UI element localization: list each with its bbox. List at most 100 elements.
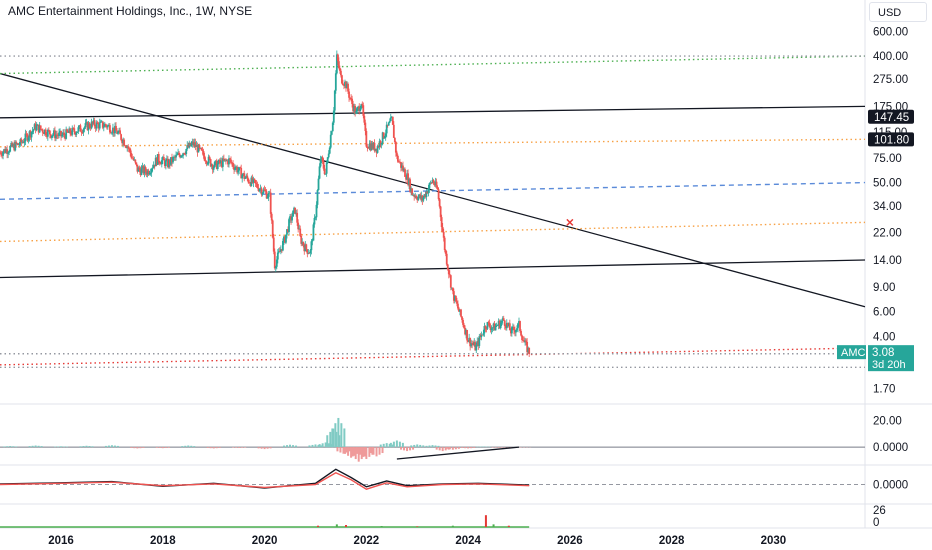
candle-body: [214, 160, 217, 162]
indicator-pane-1[interactable]: [0, 417, 865, 462]
candle-body: [171, 157, 173, 163]
candle-body: [257, 187, 260, 191]
candle-body: [303, 245, 306, 252]
histogram-bar: [395, 440, 398, 448]
candle-body: [259, 188, 262, 190]
candle-body: [478, 336, 481, 346]
candle-body: [380, 142, 383, 145]
candle-body: [65, 129, 68, 139]
candle-body: [323, 168, 326, 175]
oscillator-tick-label: 0.0000: [873, 480, 908, 492]
candle-body: [202, 151, 205, 156]
candle-body: [186, 145, 189, 150]
candle-body: [441, 227, 444, 232]
candle-body: [522, 340, 524, 341]
trend-line: [0, 221, 866, 243]
candle-body: [147, 170, 150, 175]
candle-body: [319, 159, 322, 167]
candle-body: [241, 174, 244, 179]
time-axis[interactable]: 2016 2018 2020 2022 2024 2026 2028 2030: [48, 535, 786, 547]
price-pane[interactable]: [0, 50, 866, 369]
candle-body: [232, 163, 234, 167]
histogram-bar: [295, 445, 298, 448]
candle-body: [301, 241, 304, 244]
candle-body: [437, 189, 440, 200]
histogram-bar: [104, 445, 107, 448]
candle-body: [233, 166, 235, 170]
candle-body: [492, 323, 495, 328]
price-tick-label: 75.00: [873, 153, 902, 165]
candle-body: [484, 326, 487, 329]
candle-body: [394, 141, 397, 153]
oscillator-tick-label: 20.00: [873, 416, 902, 428]
histogram-bar: [269, 447, 272, 449]
candle-body: [24, 133, 27, 142]
histogram-bar: [428, 445, 431, 448]
candle-body: [111, 132, 113, 134]
candle-body: [207, 156, 210, 164]
candle-body: [452, 291, 455, 301]
candle-body: [141, 166, 144, 169]
candle-body: [469, 337, 472, 347]
histogram-bar: [327, 443, 330, 448]
candle-body: [77, 127, 80, 132]
candle-body: [188, 142, 191, 148]
candle-body: [376, 146, 379, 153]
candle-body: [155, 157, 158, 165]
histogram-bar: [218, 447, 221, 448]
candle-body: [410, 188, 413, 192]
candle-body: [226, 160, 228, 162]
volume-pane[interactable]: [0, 515, 530, 528]
candle-body: [417, 196, 420, 201]
histogram-bar: [494, 447, 497, 448]
candle-body: [164, 160, 167, 167]
currency-selector[interactable]: USD: [869, 2, 927, 22]
histogram-bar: [473, 447, 476, 448]
candle-body: [385, 124, 388, 134]
candle-body: [218, 159, 221, 164]
candle-body: [496, 325, 499, 327]
candle-body: [101, 121, 104, 128]
candle-body: [251, 177, 254, 183]
candle-body: [0, 152, 2, 155]
histogram-bar: [337, 417, 340, 448]
candle-body: [130, 153, 133, 158]
candle-body: [208, 156, 211, 160]
candle-body: [197, 144, 200, 153]
candle-body: [439, 206, 442, 218]
candle-body: [275, 259, 278, 267]
candle-body: [161, 157, 164, 161]
candle-body: [216, 163, 219, 169]
time-tick-label: 2018: [150, 535, 176, 547]
histogram-bar: [389, 442, 392, 448]
candle-body: [315, 204, 318, 218]
candle-body: [349, 97, 351, 99]
price-axis[interactable]: 600.00400.00275.00175.00115.0075.0050.00…: [873, 26, 908, 529]
candle-body: [405, 176, 407, 180]
candle-body: [4, 149, 6, 153]
candle-body: [15, 142, 18, 145]
histogram-bar: [336, 447, 339, 452]
candle-body: [78, 125, 81, 128]
candle-body: [169, 160, 171, 165]
candle-body: [487, 322, 490, 323]
candle-body: [362, 105, 365, 116]
candle-body: [395, 152, 398, 156]
histogram-bar: [350, 447, 353, 458]
candle-body: [45, 135, 48, 137]
candle-body: [498, 320, 501, 329]
candle-body: [146, 170, 149, 175]
indicator-pane-2[interactable]: [0, 468, 865, 490]
candle-body: [379, 141, 382, 145]
time-tick-label: 2020: [252, 535, 278, 547]
histogram-bar: [419, 444, 422, 448]
candle-body: [499, 322, 502, 329]
candle-body: [175, 154, 177, 158]
histogram-bar: [435, 447, 438, 450]
candle-body: [206, 163, 209, 165]
candle-body: [358, 106, 361, 112]
histogram-bar: [344, 447, 347, 454]
histogram-bar: [445, 447, 448, 449]
histogram-bar: [28, 446, 31, 448]
